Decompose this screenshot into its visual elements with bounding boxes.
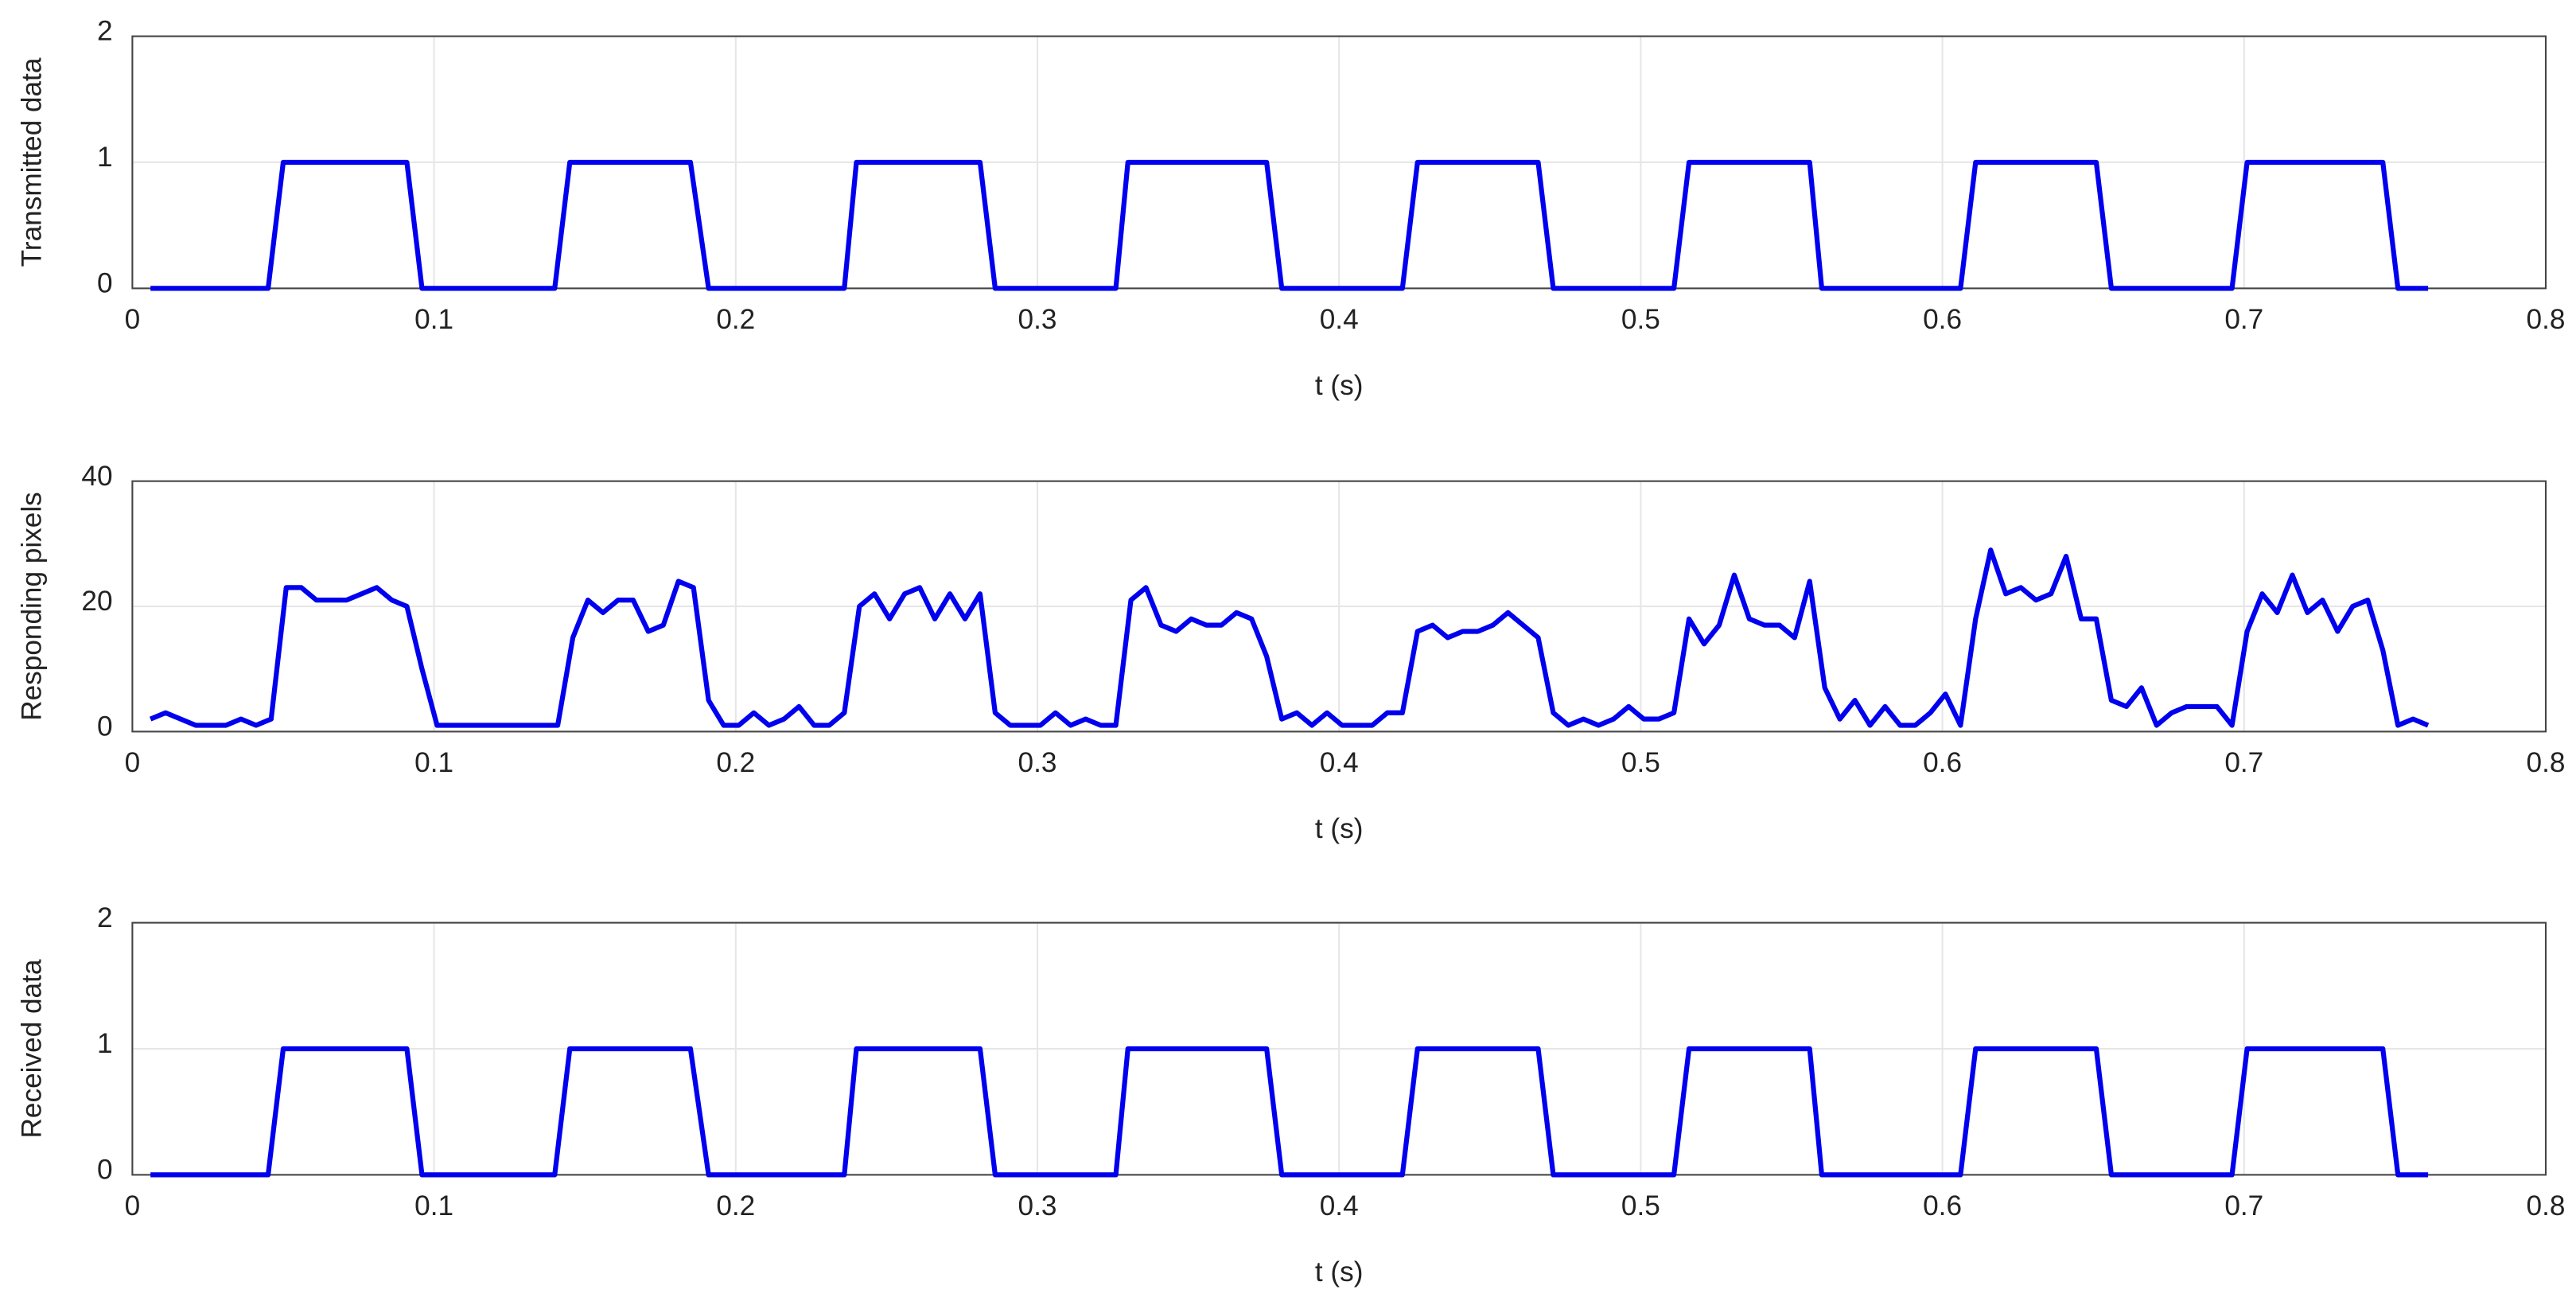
y-axis-label: Transmitted data: [16, 57, 47, 267]
x-axis-label: t (s): [1315, 1256, 1364, 1287]
y-tick-label: 40: [81, 461, 112, 492]
x-tick-label: 0.4: [1320, 304, 1359, 335]
x-tick-label: 0.1: [414, 1190, 453, 1221]
y-tick-label: 0: [97, 268, 113, 299]
x-tick-label: 0.6: [1923, 1190, 1962, 1221]
x-tick-label: 0.5: [1621, 304, 1660, 335]
x-tick-label: 0.4: [1320, 747, 1359, 778]
y-tick-label: 20: [81, 586, 112, 617]
x-tick-label: 0.2: [716, 304, 755, 335]
x-tick-label: 0.8: [2527, 747, 2566, 778]
x-tick-label: 0.3: [1018, 747, 1057, 778]
x-tick-label: 0.2: [716, 747, 755, 778]
x-tick-label: 0.8: [2527, 1190, 2566, 1221]
y-axis-label: Responding pixels: [16, 492, 47, 721]
y-tick-label: 0: [97, 711, 113, 742]
data-line: [150, 1046, 2429, 1178]
x-tick-label: 0.8: [2527, 304, 2566, 335]
x-tick-label: 0.5: [1621, 747, 1660, 778]
x-tick-label: 0.7: [2224, 747, 2263, 778]
x-tick-label: 0.3: [1018, 1190, 1057, 1221]
x-tick-label: 0.1: [414, 747, 453, 778]
data-line: [150, 159, 2429, 291]
x-tick-label: 0: [125, 1190, 141, 1221]
y-tick-label: 0: [97, 1155, 113, 1186]
x-tick-label: 0.4: [1320, 1190, 1359, 1221]
x-tick-label: 0: [125, 747, 141, 778]
data-line: [149, 547, 2430, 728]
y-tick-label: 2: [97, 902, 113, 933]
x-tick-label: 0.2: [716, 1190, 755, 1221]
x-axis-label: t (s): [1315, 813, 1364, 844]
y-axis-label: Received data: [16, 959, 47, 1138]
x-tick-label: 0.7: [2224, 304, 2263, 335]
y-tick-label: 2: [97, 16, 113, 47]
x-tick-label: 0.1: [414, 304, 453, 335]
x-tick-label: 0.3: [1018, 304, 1057, 335]
x-tick-label: 0.7: [2224, 1190, 2263, 1221]
axes-box: [131, 480, 2547, 733]
x-tick-label: 0.6: [1923, 747, 1962, 778]
x-tick-label: 0.5: [1621, 1190, 1660, 1221]
y-tick-label: 1: [97, 142, 113, 173]
y-tick-label: 1: [97, 1028, 113, 1059]
x-axis-label: t (s): [1315, 370, 1364, 401]
x-tick-label: 0.6: [1923, 304, 1962, 335]
x-tick-label: 0: [125, 304, 141, 335]
